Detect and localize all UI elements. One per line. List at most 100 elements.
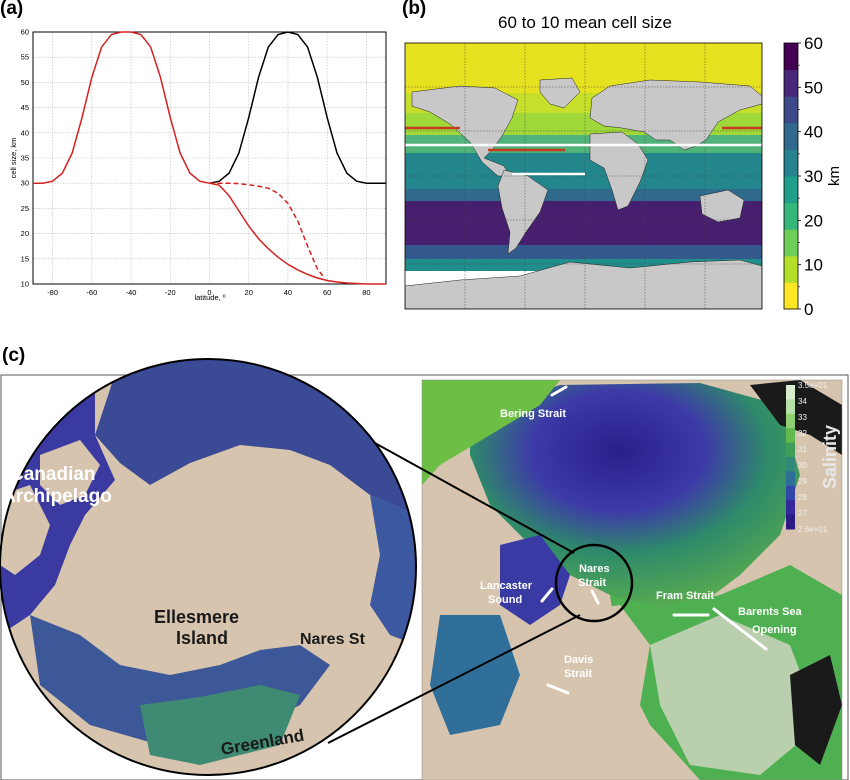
arctic-map <box>422 380 842 780</box>
map-frame <box>404 42 763 310</box>
salinity-tick-label: 32 <box>798 429 807 438</box>
y-axis-label: cell size, km <box>9 138 18 179</box>
panel-label-c: (c) <box>2 345 26 366</box>
map-labels: Bering Strait Nares Strait Lancaster Sou… <box>480 408 802 680</box>
colorbar-tick-label: 40 <box>804 123 823 142</box>
panel-label-a: (a) <box>0 0 24 19</box>
label-nares-2: Strait <box>578 577 606 589</box>
salinity-colorbar-segment <box>786 385 795 400</box>
colorbar-segment <box>784 122 798 150</box>
greenland <box>539 77 581 109</box>
salinity-tick-label: 31 <box>798 445 807 454</box>
salinity-colorbar-segment <box>786 399 795 415</box>
bering-marker <box>550 385 568 397</box>
pacific-sector <box>422 380 560 485</box>
label-canadian-1: Canadian <box>10 464 96 485</box>
x-tick-label: -80 <box>47 288 58 297</box>
salinity-colorbar-segment <box>786 428 795 444</box>
y-tick-label: 10 <box>21 280 29 289</box>
davis-marker <box>546 683 570 695</box>
antarctica <box>405 259 762 309</box>
label-fram: Fram Strait <box>656 590 714 602</box>
y-tick-label: 30 <box>21 179 29 188</box>
series-line-2 <box>209 182 324 277</box>
salinity-colorbar-segment <box>786 485 795 501</box>
strait-markers <box>540 385 768 695</box>
colorbar-segment <box>784 255 798 283</box>
colorbar-segment <box>784 176 798 204</box>
eurasia <box>589 79 762 151</box>
label-barents-1: Barents Sea <box>738 606 802 618</box>
label-lancaster-2: Sound <box>488 594 522 606</box>
salinity-tick-label: 3.5e+01 <box>798 381 828 390</box>
colorbar-segment <box>784 282 798 310</box>
salinity-colorbar-segment <box>786 413 795 429</box>
zoom-region-ellipse <box>554 543 634 623</box>
inset-canada-island <box>0 485 50 575</box>
y-tick-label: 25 <box>21 204 29 213</box>
x-tick-label: 80 <box>362 288 370 297</box>
label-nares-1: Nares <box>579 563 610 575</box>
scandinavia-coast <box>790 655 842 765</box>
salinity-tick-label: 28 <box>798 493 807 502</box>
colorbar-tick-label: 50 <box>804 78 823 97</box>
salinity-tick-label: 27 <box>798 509 807 518</box>
y-tick-label: 60 <box>21 28 29 37</box>
inset-ellesmere-land <box>40 440 100 505</box>
siberia-coast <box>750 380 842 455</box>
inset-greenland-shelf <box>140 685 300 765</box>
salinity-colorbar: 3.5e+01 34 33 32 31 30 29 28 27 2.6e+01 <box>786 381 828 534</box>
label-bering: Bering Strait <box>500 408 566 420</box>
y-tick-label: 45 <box>21 103 29 112</box>
x-tick-label: -60 <box>86 288 97 297</box>
colorbar-segment <box>784 229 798 257</box>
salinity-tick-label: 29 <box>798 477 807 486</box>
map-title: 60 to 10 mean cell size <box>498 13 672 32</box>
greenland-land <box>540 605 650 765</box>
label-barents-2: Opening <box>752 624 797 636</box>
africa <box>589 131 649 211</box>
australia <box>699 189 745 223</box>
colorbar-tick-label: 20 <box>804 211 823 230</box>
salinity-colorbar-segment <box>786 457 795 472</box>
label-lancaster-1: Lancaster <box>480 580 533 592</box>
colorbar-segment <box>784 202 798 230</box>
x-tick-label: 20 <box>245 288 253 297</box>
map-graticule <box>405 43 762 309</box>
zoom-inset <box>0 359 416 775</box>
label-davis-1: Davis <box>564 654 593 666</box>
plot-frame <box>32 31 387 285</box>
baffin-bay <box>500 535 570 625</box>
colorbar-tick-label: 10 <box>804 256 823 275</box>
map-area <box>405 43 762 309</box>
y-tick-label: 20 <box>21 229 29 238</box>
colorbar-segment <box>784 43 798 71</box>
y-tick-label: 55 <box>21 53 29 62</box>
salinity-tick-label: 34 <box>798 397 807 406</box>
label-davis-2: Strait <box>564 668 592 680</box>
y-tick-label: 15 <box>21 254 29 263</box>
x-tick-label: -20 <box>165 288 176 297</box>
colorbar-segment <box>784 149 798 177</box>
colorbar-label: km <box>826 166 843 186</box>
colorbar-tick-label: 30 <box>804 167 823 186</box>
x-tick-label: 0 <box>207 288 211 297</box>
salinity-colorbar-segment <box>786 442 795 458</box>
lancaster-marker <box>540 587 554 603</box>
colorbar-segment <box>784 96 798 124</box>
axis-ticks: -80 -60 -40 -20 0 20 40 60 80 10 15 20 25 30 35 40 45 50 5… <box>21 28 371 298</box>
salinity-tick-label: 30 <box>798 461 807 470</box>
inset-east-channel <box>370 495 416 645</box>
arctic-map-frame <box>421 379 843 780</box>
nares-marker <box>590 589 600 605</box>
chart-grid <box>33 31 386 285</box>
label-ellesmere-1: Ellesmere <box>154 607 239 627</box>
global-cell-size-map: 60 to 10 mean cell size <box>404 13 843 319</box>
x-tick-label: -40 <box>126 288 137 297</box>
colorbar-tick-label: 0 <box>804 300 813 319</box>
x-axis-label: latitude, º <box>194 293 225 302</box>
barents-marker <box>712 607 768 651</box>
x-tick-label: 40 <box>284 288 292 297</box>
salinity-title: Salinity <box>820 425 840 489</box>
